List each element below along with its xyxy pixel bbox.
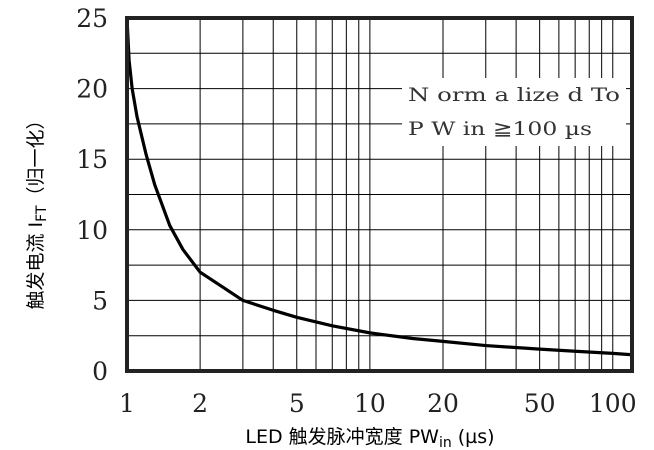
y-tick-label: 15 — [76, 145, 108, 174]
plot-frame — [125, 16, 634, 373]
x-tick-label: 100 — [589, 389, 637, 418]
y-tick-label: 10 — [76, 216, 108, 245]
annotation-line-2: P W in ≧100 µs — [408, 118, 592, 140]
x-axis-title: LED 触发脉冲宽度 PWin (µs) — [245, 426, 494, 450]
x-tick-labels: 1 2 5 10 20 50 100 — [119, 389, 637, 418]
x-axis-title-sub: in — [439, 435, 452, 450]
annotation-box — [402, 78, 626, 146]
x-tick-label: 1 — [119, 389, 135, 418]
y-axis-title-suffix: （归一化） — [25, 110, 47, 205]
annotation-line-1: N orm a lize d To — [408, 84, 620, 106]
x-tick-label: 2 — [192, 389, 208, 418]
y-tick-label: 25 — [76, 4, 108, 33]
x-tick-label: 20 — [427, 389, 459, 418]
y-tick-label: 20 — [76, 75, 108, 104]
y-tick-labels: 0 5 10 15 20 25 — [76, 4, 108, 386]
y-axis-title-sub: FT — [34, 205, 50, 222]
x-tick-label: 10 — [354, 389, 386, 418]
y-axis-title-prefix: 触发电流 I — [25, 222, 47, 310]
y-tick-label: 5 — [92, 286, 108, 315]
x-tick-label: 5 — [289, 389, 305, 418]
x-axis-title-prefix: LED 触发脉冲宽度 PW — [245, 426, 439, 448]
x-tick-label: 50 — [524, 389, 556, 418]
x-axis-title-suffix: (µs) — [452, 426, 495, 448]
y-axis-title: 触发电流 IFT（归一化） — [25, 110, 50, 309]
series-curve — [125, 16, 634, 357]
grid-lines — [127, 18, 632, 371]
y-tick-label: 0 — [92, 357, 108, 386]
